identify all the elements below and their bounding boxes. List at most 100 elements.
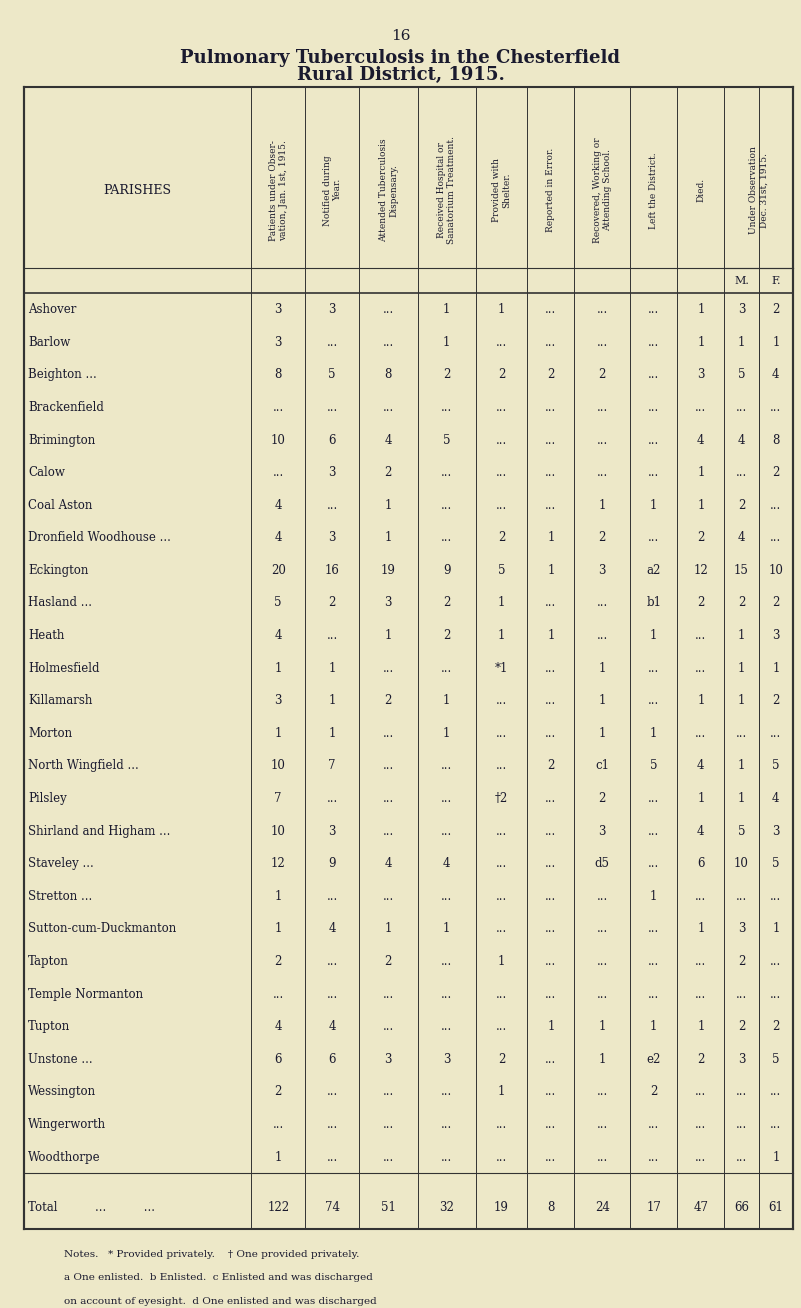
Text: 5: 5 xyxy=(328,369,336,382)
Text: ...: ... xyxy=(441,889,453,903)
Text: 1: 1 xyxy=(275,1151,282,1164)
Text: 1: 1 xyxy=(697,498,705,511)
Text: 1: 1 xyxy=(547,531,554,544)
Text: Morton: Morton xyxy=(28,727,72,740)
Text: 4: 4 xyxy=(772,793,779,804)
Text: ...: ... xyxy=(545,695,557,708)
Text: Beighton ...: Beighton ... xyxy=(28,369,97,382)
Text: ...: ... xyxy=(545,402,557,413)
Text: 4: 4 xyxy=(384,857,392,870)
Text: ...: ... xyxy=(496,1020,507,1033)
Text: ...: ... xyxy=(771,402,782,413)
Text: 2: 2 xyxy=(772,1020,779,1033)
Text: ...: ... xyxy=(441,988,453,1001)
Text: ...: ... xyxy=(736,727,747,740)
Text: 1: 1 xyxy=(598,695,606,708)
Text: 1: 1 xyxy=(697,793,705,804)
Text: 8: 8 xyxy=(772,433,779,446)
Text: 2: 2 xyxy=(498,369,505,382)
Text: 1: 1 xyxy=(650,498,658,511)
Text: ...: ... xyxy=(383,1020,394,1033)
Text: ...: ... xyxy=(771,1118,782,1131)
Text: Unstone ...: Unstone ... xyxy=(28,1053,93,1066)
Text: b1: b1 xyxy=(646,596,661,610)
Text: 2: 2 xyxy=(772,596,779,610)
Text: e2: e2 xyxy=(646,1053,661,1066)
Text: 1: 1 xyxy=(547,1020,554,1033)
Text: ...: ... xyxy=(736,466,747,479)
Text: PARISHES: PARISHES xyxy=(103,184,171,196)
Text: 2: 2 xyxy=(650,1086,658,1099)
Text: ...: ... xyxy=(648,303,659,317)
Text: ...: ... xyxy=(327,793,338,804)
Text: 1: 1 xyxy=(498,1086,505,1099)
Text: ...: ... xyxy=(695,889,706,903)
Text: ...: ... xyxy=(545,922,557,935)
Text: ...: ... xyxy=(383,760,394,773)
Text: 1: 1 xyxy=(328,662,336,675)
Text: Recovered, Working or
Attending School.: Recovered, Working or Attending School. xyxy=(593,137,612,243)
Text: 2: 2 xyxy=(738,1020,745,1033)
Text: 20: 20 xyxy=(271,564,286,577)
Text: 4: 4 xyxy=(772,369,779,382)
Text: Temple Normanton: Temple Normanton xyxy=(28,988,143,1001)
Text: 3: 3 xyxy=(772,824,779,837)
Text: 1: 1 xyxy=(697,1020,705,1033)
Text: 1: 1 xyxy=(598,662,606,675)
Text: 1: 1 xyxy=(598,498,606,511)
Text: ...: ... xyxy=(695,988,706,1001)
Text: 4: 4 xyxy=(328,1020,336,1033)
Text: 12: 12 xyxy=(271,857,286,870)
Text: 2: 2 xyxy=(547,369,554,382)
Text: 2: 2 xyxy=(738,498,745,511)
Text: ...: ... xyxy=(441,662,453,675)
Text: Killamarsh: Killamarsh xyxy=(28,695,92,708)
Text: 16: 16 xyxy=(391,29,410,43)
Text: Pilsley: Pilsley xyxy=(28,793,66,804)
Text: Wingerworth: Wingerworth xyxy=(28,1118,107,1131)
Text: ...: ... xyxy=(496,760,507,773)
Text: ...: ... xyxy=(545,662,557,675)
Text: ...: ... xyxy=(496,727,507,740)
Text: 24: 24 xyxy=(595,1201,610,1214)
Text: North Wingfield ...: North Wingfield ... xyxy=(28,760,139,773)
Text: 3: 3 xyxy=(328,466,336,479)
Text: Provided with
Shelter.: Provided with Shelter. xyxy=(492,158,511,222)
Text: 4: 4 xyxy=(697,760,705,773)
Text: 5: 5 xyxy=(772,857,779,870)
Text: Notified during
Year.: Notified during Year. xyxy=(323,156,342,226)
Text: 1: 1 xyxy=(384,498,392,511)
Text: ...: ... xyxy=(441,1020,453,1033)
Text: 3: 3 xyxy=(738,922,745,935)
Text: ...: ... xyxy=(383,824,394,837)
Text: 1: 1 xyxy=(598,1020,606,1033)
Text: 2: 2 xyxy=(738,596,745,610)
Text: Died.: Died. xyxy=(696,178,706,203)
Text: 8: 8 xyxy=(384,369,392,382)
Text: 1: 1 xyxy=(384,629,392,642)
Text: ...: ... xyxy=(496,889,507,903)
Text: 2: 2 xyxy=(547,760,554,773)
Text: Tupton: Tupton xyxy=(28,1020,70,1033)
Text: Heath: Heath xyxy=(28,629,64,642)
Text: 5: 5 xyxy=(443,433,450,446)
Text: ...: ... xyxy=(771,889,782,903)
Text: 1: 1 xyxy=(772,1151,779,1164)
Text: 1: 1 xyxy=(498,955,505,968)
Text: 1: 1 xyxy=(738,629,745,642)
Text: 1: 1 xyxy=(384,531,392,544)
Text: 8: 8 xyxy=(547,1201,554,1214)
Text: 1: 1 xyxy=(697,695,705,708)
Text: ...: ... xyxy=(496,1118,507,1131)
Text: ...: ... xyxy=(383,1151,394,1164)
Text: 7: 7 xyxy=(275,793,282,804)
Text: 2: 2 xyxy=(772,466,779,479)
Text: ...: ... xyxy=(327,336,338,349)
Text: 2: 2 xyxy=(598,793,606,804)
Text: Calow: Calow xyxy=(28,466,65,479)
Text: ...: ... xyxy=(383,793,394,804)
Text: ...: ... xyxy=(597,303,608,317)
Text: 19: 19 xyxy=(494,1201,509,1214)
Text: 2: 2 xyxy=(697,1053,705,1066)
Text: 4: 4 xyxy=(275,629,282,642)
